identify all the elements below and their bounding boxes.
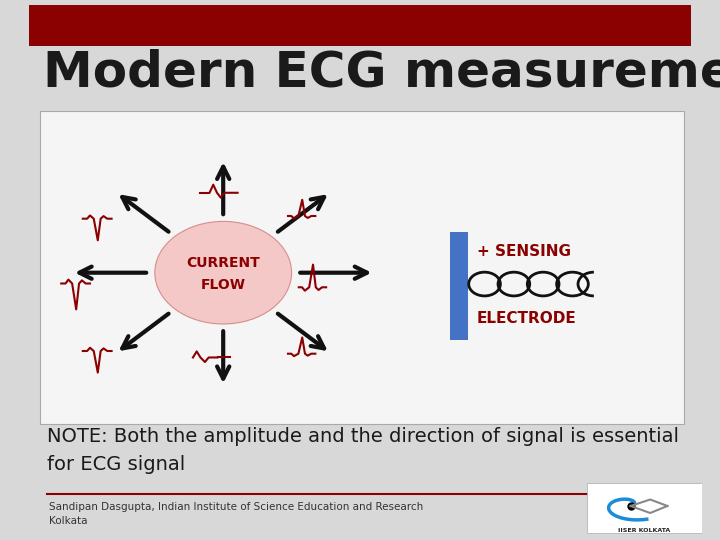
Text: Modern ECG measurements: Modern ECG measurements xyxy=(43,49,720,97)
Text: Sandipan Dasgupta, Indian Institute of Science Education and Research
Kolkata: Sandipan Dasgupta, Indian Institute of S… xyxy=(49,502,423,526)
Text: FLOW: FLOW xyxy=(201,278,246,292)
Text: ELECTRODE: ELECTRODE xyxy=(477,311,577,326)
Text: + SENSING: + SENSING xyxy=(477,244,571,259)
Text: CURRENT: CURRENT xyxy=(186,256,260,270)
Bar xyxy=(40,111,684,424)
Bar xyxy=(29,5,691,46)
Text: IISER KOLKATA: IISER KOLKATA xyxy=(618,528,670,534)
Circle shape xyxy=(155,221,292,324)
Text: NOTE: Both the amplitude and the direction of signal is essential
for ECG signal: NOTE: Both the amplitude and the directi… xyxy=(47,427,679,475)
Bar xyxy=(450,232,468,340)
